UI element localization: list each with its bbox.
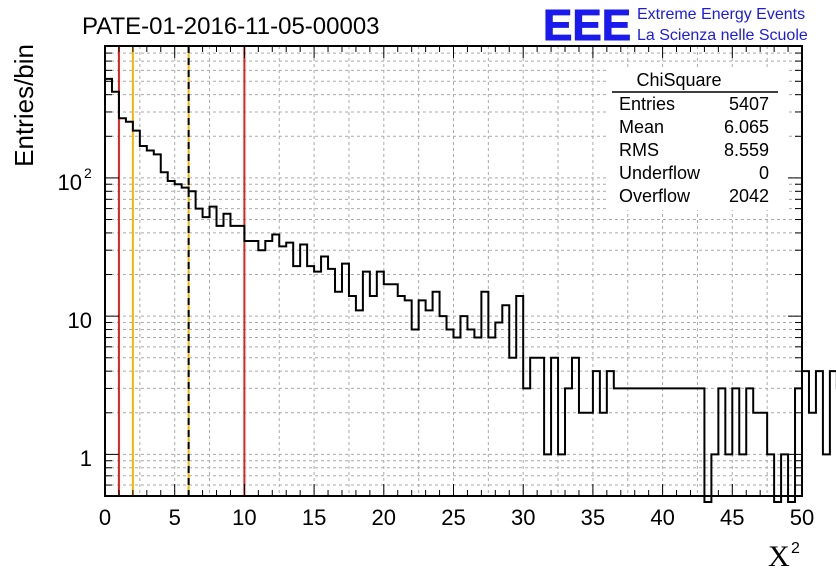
- x-tick-label-25: 25: [441, 505, 465, 530]
- threshold-lines: [117, 46, 246, 496]
- stats-label-entries: Entries: [619, 94, 675, 114]
- svg-text:2: 2: [791, 540, 800, 557]
- x-tick-label-20: 20: [372, 505, 396, 530]
- x-tick-label-10: 10: [232, 505, 256, 530]
- y-tick-label-1: 1: [80, 446, 92, 471]
- stats-label-overflow: Overflow: [619, 186, 691, 206]
- y-axis-label: Entries/bin: [9, 44, 39, 167]
- stats-value-entries: 5407: [729, 94, 769, 114]
- stats-label-mean: Mean: [619, 117, 664, 137]
- x-tick-labels: 0 5 10 15 20 25 30 35 40 45 50: [99, 505, 814, 530]
- logo-line-1: Extreme Energy Events: [637, 6, 805, 23]
- x-axis-label: X 2: [768, 540, 800, 572]
- stats-value-rms: 8.559: [724, 140, 769, 160]
- stats-value-overflow: 2042: [729, 186, 769, 206]
- stats-label-underflow: Underflow: [619, 163, 701, 183]
- x-tick-label-50: 50: [790, 505, 814, 530]
- histogram-line: [105, 77, 836, 503]
- stats-box: ChiSquare Entries 5407 Mean 6.065 RMS 8.…: [606, 68, 786, 210]
- x-tick-label-40: 40: [650, 505, 674, 530]
- x-tick-label-45: 45: [720, 505, 744, 530]
- x-tick-label-35: 35: [581, 505, 605, 530]
- logo-line-2: La Scienza nelle Scuole: [637, 27, 808, 44]
- y-tick-label-10: 10: [68, 308, 92, 333]
- axis-ticks: [104, 45, 803, 497]
- eee-logo: EEE Extreme Energy Events La Scienza nel…: [543, 1, 808, 51]
- logo-letters: EEE: [543, 1, 631, 50]
- x-tick-label-0: 0: [99, 505, 111, 530]
- svg-text:X: X: [768, 540, 790, 572]
- stats-label-rms: RMS: [619, 140, 659, 160]
- x-tick-label-15: 15: [302, 505, 326, 530]
- y-tick-labels: 1 10 10 2: [58, 165, 92, 471]
- stats-title: ChiSquare: [636, 70, 721, 90]
- grid-lines: [105, 45, 802, 497]
- y-tick-label-100-exp: 2: [84, 165, 92, 181]
- y-tick-label-100-base: 10: [58, 170, 82, 195]
- stats-value-mean: 6.065: [724, 117, 769, 137]
- x-tick-label-30: 30: [511, 505, 535, 530]
- chart-title: PATE-01-2016-11-05-00003: [82, 13, 380, 40]
- x-tick-label-5: 5: [169, 505, 181, 530]
- stats-value-underflow: 0: [759, 163, 769, 183]
